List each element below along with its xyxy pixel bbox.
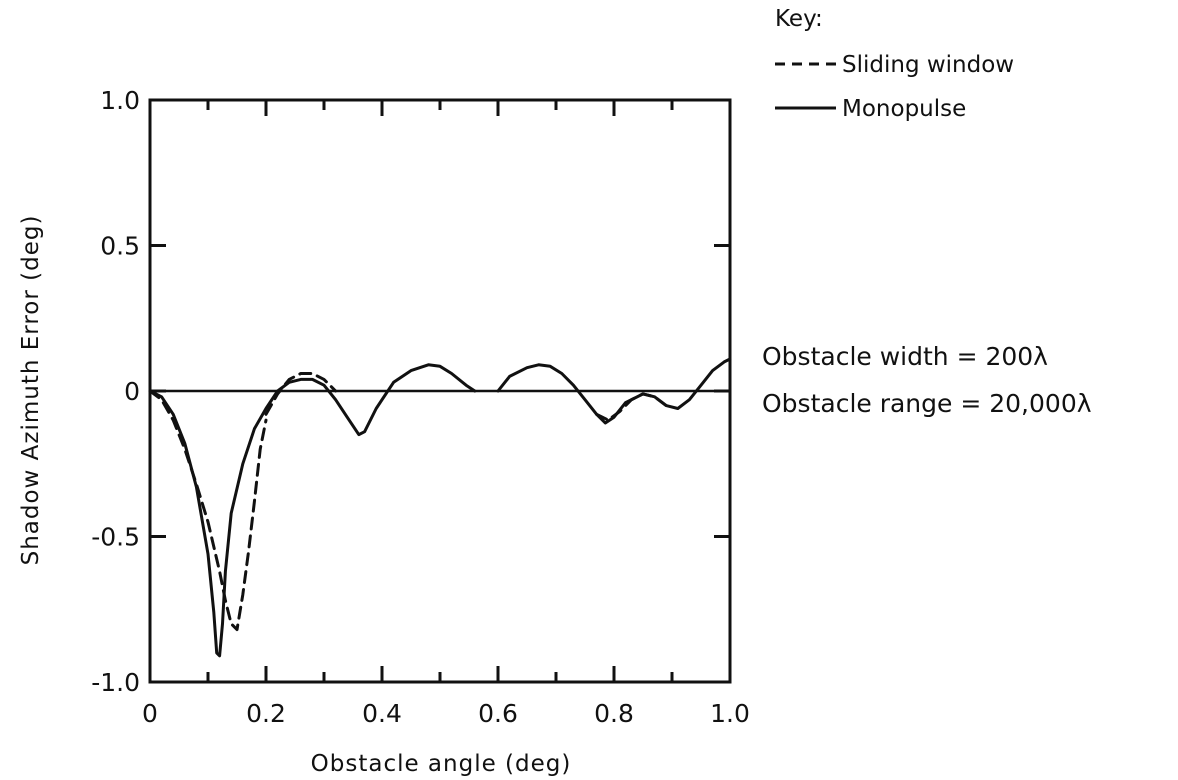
series-line-sliding-window-3 <box>264 372 338 416</box>
series-line-monopulse-0 <box>148 363 477 658</box>
x-tick-label: 1.0 <box>710 699 750 728</box>
y-tick-label: -0.5 <box>91 523 140 552</box>
y-tick-label: 0 <box>124 377 140 406</box>
series-group <box>148 357 732 658</box>
x-tick-label: 0.4 <box>362 699 402 728</box>
y-tick-label: 0.5 <box>100 232 140 261</box>
annotation-obstacle-width: Obstacle width = 200λ <box>762 342 1048 371</box>
x-axis-title: Obstacle angle (deg) <box>311 751 572 777</box>
legend-title: Key: <box>775 6 823 32</box>
text-group: Obstacle angle (deg) Shadow Azimuth Erro… <box>18 6 1092 777</box>
x-tick-label: 0.8 <box>594 699 634 728</box>
series-line-sliding-window-4 <box>595 392 668 422</box>
x-tick-label: 0 <box>142 699 158 728</box>
plot-area: 1.00.50-0.5-1.00 0.2 0.4 0.6 0.8 1.0 <box>91 86 750 728</box>
y-tick-label: 1.0 <box>100 86 140 115</box>
series-line-sliding-window-2 <box>148 389 268 632</box>
legend-label-sliding-window: Sliding window <box>842 52 1014 78</box>
y-axis-title: Shadow Azimuth Error (deg) <box>18 215 44 566</box>
legend-label-monopulse: Monopulse <box>842 96 966 122</box>
y-tick-label: -1.0 <box>91 668 140 697</box>
legend-swatches <box>775 62 836 110</box>
annotation-obstacle-range: Obstacle range = 20,000λ <box>762 389 1092 418</box>
x-tick-label: 0.6 <box>478 699 518 728</box>
x-tick-label: 0.2 <box>246 699 286 728</box>
